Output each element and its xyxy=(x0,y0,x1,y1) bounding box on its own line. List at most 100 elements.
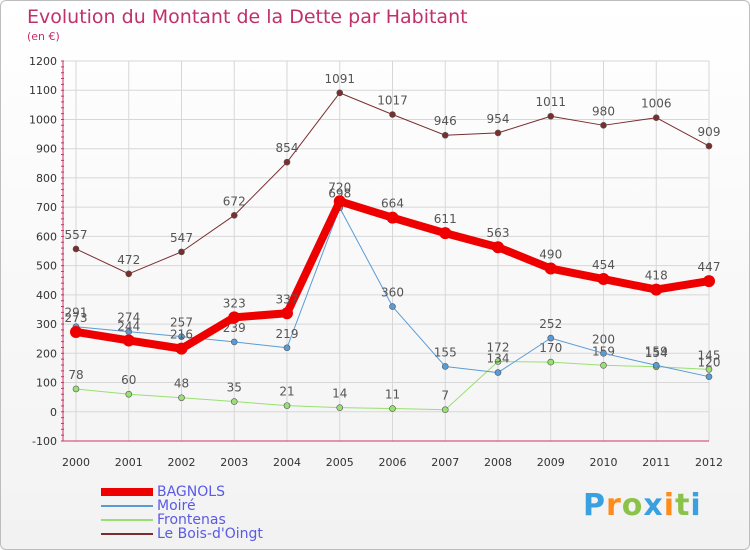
legend-swatch xyxy=(101,519,153,521)
data-label: 323 xyxy=(223,296,246,310)
x-tick-label: 2012 xyxy=(695,456,723,469)
x-tick-label: 2000 xyxy=(62,456,90,469)
data-label: 159 xyxy=(645,344,668,358)
data-point xyxy=(600,361,607,369)
logo-letter: i xyxy=(663,488,676,523)
data-label: 172 xyxy=(487,340,510,354)
data-label: 145 xyxy=(698,348,721,362)
data-point xyxy=(178,248,185,256)
data-point xyxy=(125,390,133,398)
data-label: 11 xyxy=(385,388,400,402)
data-point xyxy=(70,325,82,338)
x-tick-label: 2007 xyxy=(431,456,459,469)
data-point xyxy=(72,385,80,393)
data-label: 909 xyxy=(698,125,721,139)
data-point xyxy=(492,241,504,254)
data-point xyxy=(230,398,238,405)
data-label: 60 xyxy=(121,373,136,387)
legend-item: Le Bois-d'Oingt xyxy=(101,527,263,541)
data-point xyxy=(652,114,660,122)
y-tick-label: 900 xyxy=(36,143,57,156)
data-point xyxy=(705,366,713,373)
proxiti-logo: Proxiti xyxy=(583,488,702,523)
data-point xyxy=(703,275,715,288)
data-label: 980 xyxy=(592,104,615,118)
legend-item: Frontenas xyxy=(101,513,263,527)
data-label: 274 xyxy=(117,311,140,325)
y-tick-label: 500 xyxy=(36,260,57,273)
data-point xyxy=(705,142,713,150)
data-point xyxy=(705,373,713,380)
data-label: 35 xyxy=(227,381,242,395)
data-point xyxy=(652,361,660,369)
data-label: 946 xyxy=(434,114,457,128)
data-point xyxy=(178,394,185,402)
data-point xyxy=(175,342,188,355)
data-label: 563 xyxy=(487,226,510,240)
data-label: 954 xyxy=(487,112,510,126)
chart-title: Evolution du Montant de la Dette par Hab… xyxy=(27,6,468,28)
data-label: 244 xyxy=(117,319,140,333)
legend-label: Moiré xyxy=(157,498,196,514)
legend-swatch xyxy=(101,488,153,496)
data-label: 472 xyxy=(117,253,140,267)
data-label: 557 xyxy=(65,228,88,242)
data-label: 273 xyxy=(65,311,88,325)
data-point xyxy=(389,303,396,310)
data-label: 14 xyxy=(332,387,347,401)
data-point xyxy=(494,129,502,137)
data-point xyxy=(281,307,293,320)
x-tick-label: 2009 xyxy=(537,456,565,469)
data-label: 21 xyxy=(279,385,294,399)
data-label: 1017 xyxy=(377,93,408,107)
data-label: 154 xyxy=(645,346,668,360)
y-tick-label: -100 xyxy=(32,435,57,448)
legend-item: BAGNOLS xyxy=(101,485,263,499)
legend-item: Moiré xyxy=(101,499,263,513)
data-point xyxy=(650,283,663,296)
x-tick-label: 2005 xyxy=(326,456,354,469)
data-point xyxy=(72,245,80,253)
logo-letter: r xyxy=(606,488,622,523)
y-tick-label: 600 xyxy=(36,230,57,243)
data-point xyxy=(336,404,344,411)
data-label: 291 xyxy=(65,306,88,320)
data-label: 698 xyxy=(328,187,351,201)
data-label: 78 xyxy=(68,368,83,382)
legend-label: Frontenas xyxy=(157,512,226,528)
data-point xyxy=(441,406,449,414)
data-point xyxy=(389,405,396,412)
logo-letter: P xyxy=(583,488,606,523)
y-tick-label: 1200 xyxy=(29,55,57,68)
data-label: 454 xyxy=(592,258,615,272)
data-point xyxy=(122,334,135,347)
data-point xyxy=(547,112,555,120)
data-point xyxy=(230,338,238,346)
data-label: 7 xyxy=(441,389,449,403)
data-point xyxy=(544,262,557,275)
data-label: 720 xyxy=(328,180,351,194)
data-point xyxy=(283,158,291,166)
data-label: 200 xyxy=(592,332,615,346)
data-point xyxy=(600,122,607,129)
x-tick-label: 2002 xyxy=(168,456,196,469)
data-label: 170 xyxy=(539,341,562,355)
data-point xyxy=(494,358,502,365)
legend-swatch xyxy=(101,505,153,507)
x-tick-label: 2011 xyxy=(642,456,670,469)
x-tick-label: 2006 xyxy=(379,456,407,469)
data-point xyxy=(386,211,399,224)
y-tick-label: 1100 xyxy=(29,84,57,97)
data-label: 360 xyxy=(381,286,404,300)
data-label: 490 xyxy=(539,248,562,262)
data-label: 447 xyxy=(698,260,721,274)
data-point xyxy=(283,344,291,352)
data-point xyxy=(547,358,555,366)
x-tick-label: 2001 xyxy=(115,456,143,469)
data-point xyxy=(336,89,344,97)
data-label: 257 xyxy=(170,316,193,330)
data-point xyxy=(230,212,238,219)
data-label: 547 xyxy=(170,231,193,245)
